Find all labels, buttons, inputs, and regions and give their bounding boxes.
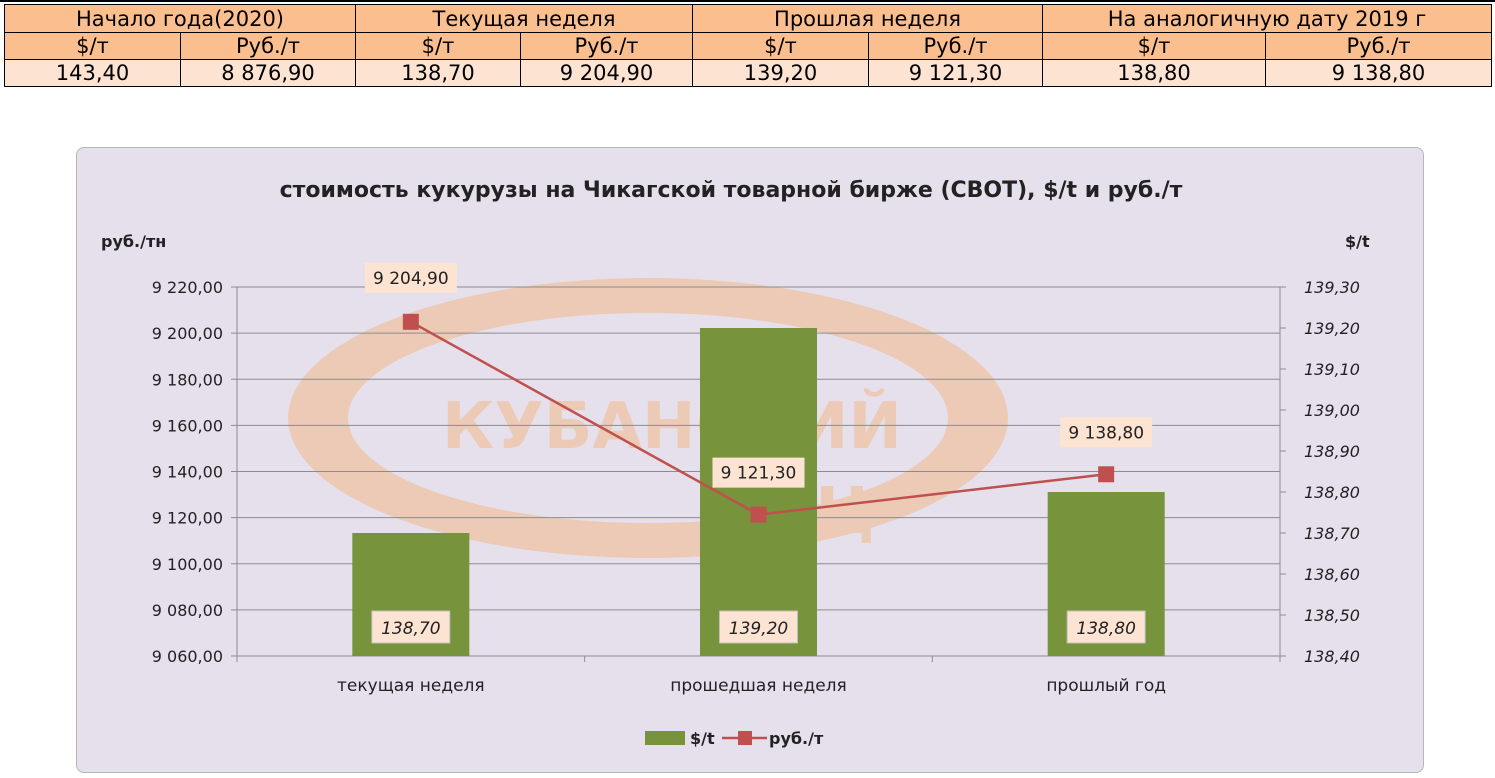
- line-value-label: 9 204,90: [373, 269, 449, 289]
- table-unit-cell: Руб./т: [1265, 32, 1493, 60]
- table-unit-cell: $/т: [692, 32, 870, 60]
- table-group-header: Начало года(2020): [3, 4, 357, 33]
- line-marker: [750, 506, 767, 523]
- table-value-cell: 138,80: [1042, 59, 1267, 87]
- line-marker: [402, 313, 419, 330]
- chart-canvas: КУБАНСКИЙ ИКЦ стоимость кукурузы на Чика…: [101, 178, 1370, 748]
- legend: $/t руб./т: [645, 729, 824, 748]
- left-tick-label: 9 140,00: [152, 463, 223, 482]
- bar-value-label-box: [1066, 610, 1146, 644]
- legend-line-marker: [738, 731, 752, 745]
- watermark-logo: КУБАНСКИЙ ИКЦ: [288, 278, 1008, 558]
- right-tick-label: 138,60: [1304, 565, 1360, 584]
- chart-area: КУБАНСКИЙ ИКЦ стоимость кукурузы на Чика…: [76, 147, 1424, 773]
- table-value-cell: 9 204,90: [520, 59, 694, 87]
- left-tick-label: 9 200,00: [152, 324, 223, 343]
- bar-value-label-box: [371, 610, 451, 644]
- legend-bar-label: $/t: [690, 729, 715, 748]
- price-table: Начало года(2020) Текущая неделя Прошлая…: [3, 4, 1493, 87]
- category-label: текущая неделя: [337, 676, 485, 696]
- left-axis-label: руб./тн: [101, 232, 166, 251]
- right-tick-label: 138,40: [1304, 647, 1360, 666]
- bar-value-label: 139,20: [729, 619, 788, 639]
- table-unit-cell: Руб./т: [868, 32, 1044, 60]
- left-axis-ticks: 9 220,00 9 200,00 9 180,00 9 160,00 9 140,00…: [152, 278, 223, 666]
- bar-value-label: 138,70: [381, 619, 440, 639]
- legend-bar-swatch: [645, 731, 685, 745]
- table-unit-cell: Руб./т: [179, 32, 357, 60]
- right-tick-label: 139,30: [1304, 278, 1360, 297]
- table-value-cell: 143,40: [4, 59, 181, 87]
- table-unit-cell: $/т: [4, 32, 181, 60]
- right-tick-label: 139,20: [1304, 319, 1360, 338]
- line-value-label-box: [712, 457, 805, 488]
- right-tick-label: 138,50: [1304, 606, 1360, 625]
- table-value-cell: 8 876,90: [179, 59, 357, 87]
- right-tick-label: 138,90: [1304, 442, 1360, 461]
- left-tick-label: 9 160,00: [152, 416, 223, 435]
- table-value-cell: 138,70: [355, 59, 522, 87]
- watermark-text-1: КУБАНСКИЙ: [442, 388, 902, 464]
- category-labels: текущая неделя прошедшая неделя прошлый го…: [337, 676, 1166, 696]
- bar-value-label: 138,80: [1076, 619, 1135, 639]
- line-marker: [1098, 466, 1115, 483]
- line-series: 9 204,90 9 121,30 9 138,80: [364, 262, 1153, 523]
- table-group-header: Текущая неделя: [355, 4, 694, 33]
- line-value-label-box: [1060, 417, 1153, 448]
- table-unit-row: $/т Руб./т $/т Руб./т $/т Руб./т $/т Руб…: [4, 32, 1493, 60]
- category-label: прошлый год: [1046, 676, 1166, 696]
- top-border-strip: [0, 0, 1495, 4]
- table-value-row: 143,40 8 876,90 138,70 9 204,90 139,20 9…: [4, 59, 1493, 87]
- table-unit-cell: Руб./т: [520, 32, 694, 60]
- line-value-label: 9 138,80: [1068, 423, 1144, 443]
- right-tick-label: 139,10: [1304, 360, 1360, 379]
- table-group-header: Прошлая неделя: [692, 4, 1044, 33]
- table-value-cell: 139,20: [692, 59, 870, 87]
- table-group-header: На аналогичную дату 2019 г: [1042, 4, 1493, 33]
- left-tick-label: 9 100,00: [152, 555, 223, 574]
- right-tick-label: 138,80: [1304, 483, 1360, 502]
- line-value-label-box: [364, 262, 457, 293]
- bar-value-label-box: [719, 610, 798, 644]
- table-value-cell: 9 138,80: [1265, 59, 1493, 87]
- chart-title: стоимость кукурузы на Чикагской товарной…: [280, 178, 1183, 203]
- table-group-row: Начало года(2020) Текущая неделя Прошлая…: [3, 4, 1493, 33]
- category-label: прошедшая неделя: [670, 676, 847, 696]
- table-unit-cell: $/т: [1042, 32, 1267, 60]
- left-tick-label: 9 080,00: [152, 601, 223, 620]
- table-value-cell: 9 121,30: [868, 59, 1044, 87]
- right-axis-ticks: 139,30 139,20 139,10 139,00 138,90 138,80 138,…: [1280, 278, 1360, 666]
- left-tick-label: 9 060,00: [152, 647, 223, 666]
- left-tick-label: 9 120,00: [152, 509, 223, 528]
- left-tick-label: 9 220,00: [152, 278, 223, 297]
- right-axis-label: $/t: [1345, 232, 1370, 251]
- right-tick-label: 139,00: [1304, 401, 1360, 420]
- line-value-label: 9 121,30: [721, 464, 797, 484]
- legend-line-label: руб./т: [769, 729, 824, 748]
- right-tick-label: 138,70: [1304, 524, 1360, 543]
- left-tick-label: 9 180,00: [152, 370, 223, 389]
- table-unit-cell: $/т: [355, 32, 522, 60]
